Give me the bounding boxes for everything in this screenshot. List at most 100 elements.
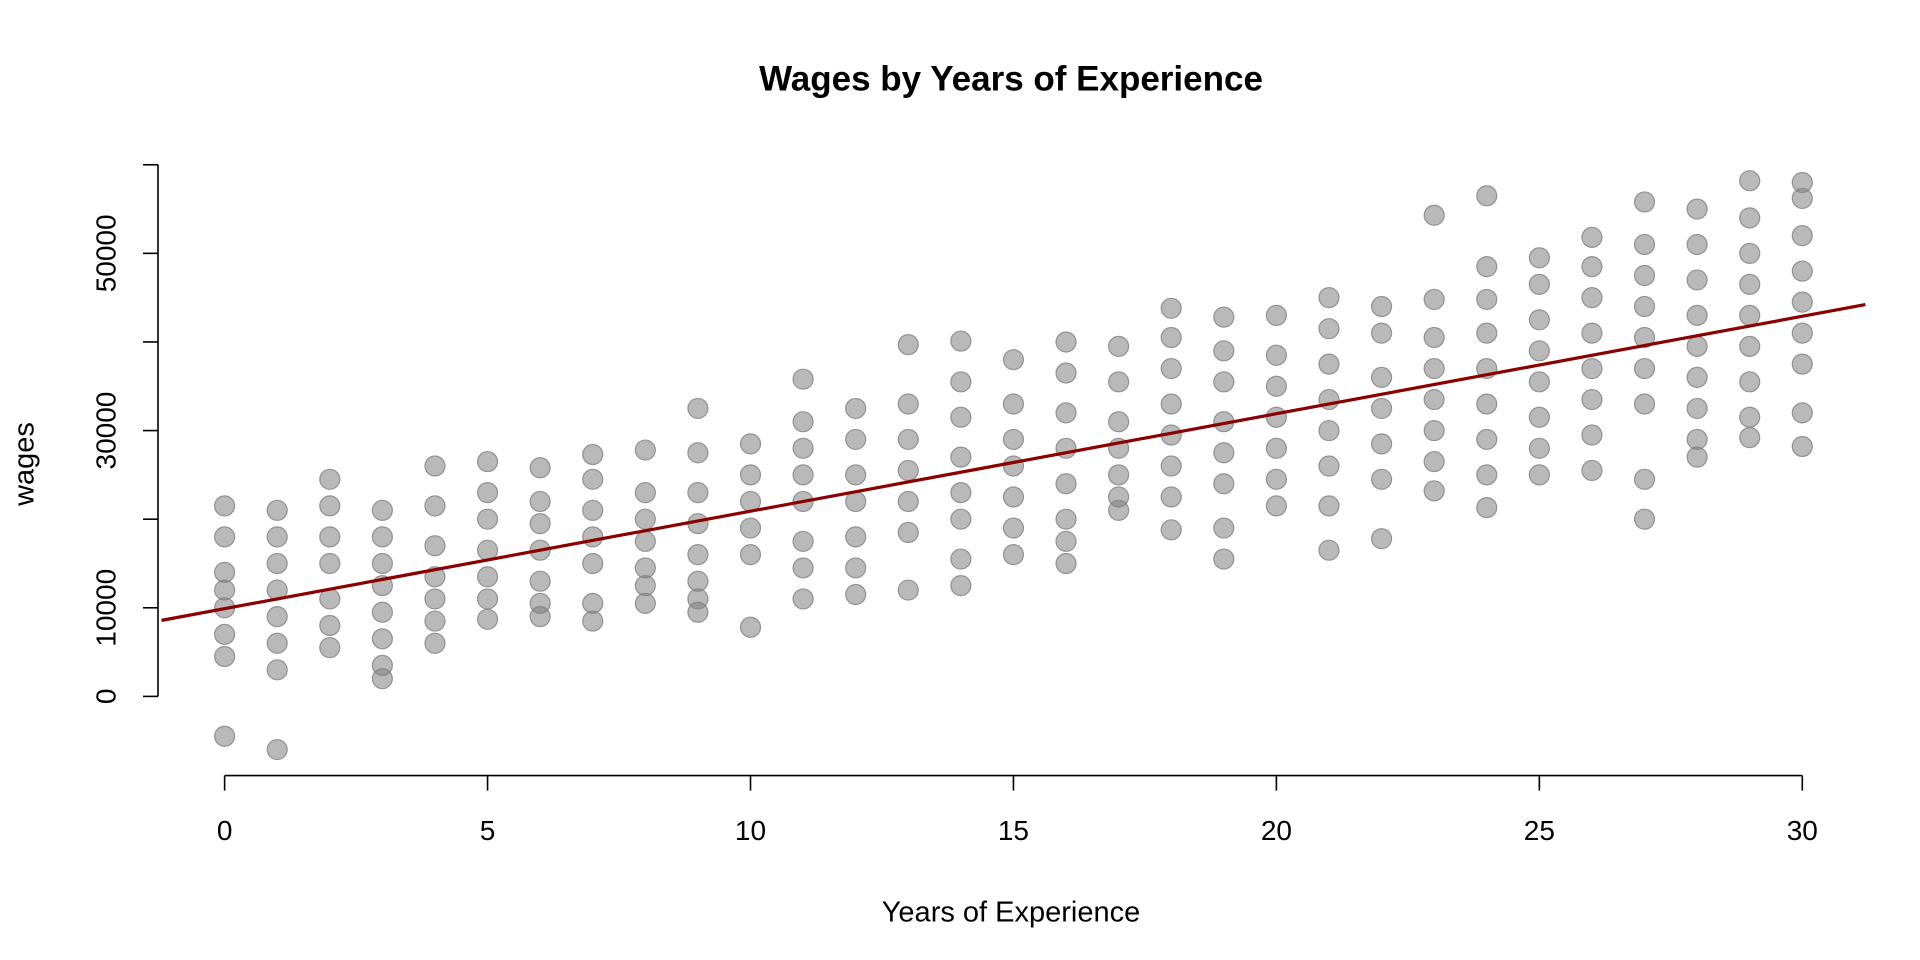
- point: [1108, 464, 1130, 486]
- point: [1160, 297, 1182, 319]
- point: [1791, 291, 1813, 313]
- point: [1739, 335, 1761, 357]
- point: [1476, 464, 1498, 486]
- point: [1739, 207, 1761, 229]
- point: [424, 455, 446, 477]
- point: [1002, 517, 1025, 539]
- point: [1370, 366, 1393, 389]
- y-axis-label: wages: [9, 422, 41, 507]
- point: [476, 481, 499, 504]
- point: [1528, 437, 1550, 459]
- point: [950, 371, 972, 393]
- point: [1265, 344, 1287, 366]
- point: [476, 450, 499, 473]
- point: [1370, 528, 1393, 550]
- point: [792, 588, 814, 610]
- point: [582, 443, 604, 466]
- point: [1108, 335, 1130, 357]
- point: [950, 406, 972, 428]
- x-axis-label: Years of Experience: [882, 897, 1140, 929]
- point: [1423, 357, 1445, 380]
- point: [1633, 264, 1656, 287]
- point: [582, 468, 604, 490]
- point: [1581, 226, 1603, 249]
- point: [1370, 397, 1393, 420]
- point: [1002, 544, 1025, 566]
- point: [319, 552, 341, 575]
- point: [1160, 393, 1182, 415]
- point: [897, 428, 919, 451]
- point: [582, 499, 604, 521]
- point: [1423, 480, 1445, 502]
- point: [476, 588, 499, 610]
- point: [371, 628, 393, 650]
- point: [371, 499, 393, 521]
- point: [1528, 464, 1550, 486]
- point: [1160, 519, 1182, 541]
- point: [529, 457, 551, 479]
- y-tick-label: 30000: [90, 392, 121, 470]
- point: [1318, 539, 1340, 561]
- point: [1002, 428, 1025, 451]
- point: [1633, 393, 1656, 415]
- y-tick-label: 50000: [90, 214, 121, 292]
- y-tick-label: 0: [90, 689, 121, 705]
- point: [1739, 242, 1761, 264]
- point: [1739, 406, 1761, 428]
- point: [1686, 233, 1708, 256]
- point: [1581, 424, 1603, 446]
- point: [687, 397, 709, 420]
- point: [1055, 508, 1077, 530]
- point: [1160, 486, 1182, 508]
- point: [792, 368, 814, 390]
- point: [266, 526, 288, 548]
- point: [1528, 309, 1550, 331]
- point: [845, 583, 867, 606]
- point: [634, 557, 656, 579]
- point: [1423, 204, 1445, 226]
- point: [950, 548, 972, 570]
- point: [476, 508, 499, 530]
- point: [1581, 322, 1603, 344]
- x-tick-label: 10: [735, 815, 766, 846]
- point: [1581, 256, 1603, 278]
- point: [950, 330, 972, 352]
- point: [319, 637, 341, 659]
- point: [424, 610, 446, 632]
- point: [687, 570, 709, 592]
- point: [897, 393, 919, 415]
- point: [739, 616, 762, 638]
- point: [634, 508, 656, 530]
- point: [582, 552, 604, 575]
- point: [897, 521, 919, 544]
- point: [1213, 306, 1235, 328]
- point: [266, 606, 288, 628]
- point: [214, 725, 236, 747]
- point: [739, 517, 762, 539]
- x-tick-label: 0: [217, 815, 233, 846]
- point: [1108, 411, 1130, 433]
- point: [1055, 402, 1077, 424]
- point: [634, 575, 656, 597]
- point: [1318, 419, 1340, 442]
- point: [1002, 486, 1025, 508]
- point: [1476, 497, 1498, 519]
- point: [1791, 322, 1813, 344]
- point: [582, 610, 604, 632]
- point: [476, 608, 499, 630]
- point: [792, 530, 814, 552]
- point: [634, 439, 656, 461]
- point: [1528, 340, 1550, 362]
- point: [266, 499, 288, 521]
- point: [371, 552, 393, 575]
- point: [1633, 508, 1656, 530]
- point: [1318, 495, 1340, 517]
- point: [634, 530, 656, 552]
- point: [1213, 442, 1235, 464]
- chart-title: Wages by Years of Experience: [759, 59, 1263, 98]
- point: [266, 659, 288, 681]
- point: [371, 668, 393, 690]
- point: [1791, 353, 1813, 375]
- point: [897, 334, 919, 356]
- point: [1739, 371, 1761, 393]
